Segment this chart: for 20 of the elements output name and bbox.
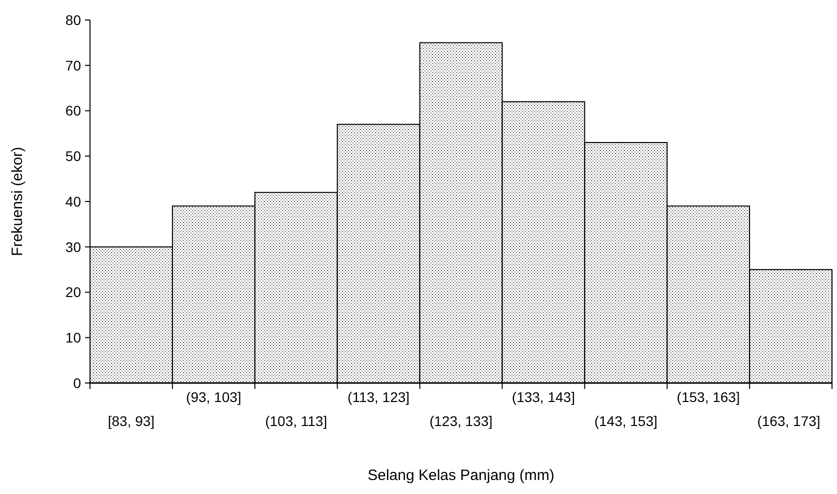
y-tick-label: 40: [65, 193, 82, 210]
y-tick-label: 20: [65, 284, 82, 300]
x-tick-label: (133, 143]: [512, 388, 575, 405]
x-tick-label: (163, 173]: [757, 412, 820, 429]
x-tick-label: (143, 153]: [594, 412, 658, 429]
x-axis-title: Selang Kelas Panjang (mm): [368, 467, 554, 484]
y-tick-label: 60: [65, 102, 82, 119]
y-tick-label: 30: [65, 238, 82, 255]
x-tick-label: (153, 163]: [676, 388, 740, 405]
y-axis-title: Frekuensi (ekor): [9, 146, 26, 256]
x-tick-label: (103, 113]: [265, 412, 328, 429]
y-tick-label: 10: [65, 330, 82, 346]
x-tick-label: (123, 133]: [429, 412, 493, 429]
x-tick-label: [83, 93]: [108, 412, 155, 429]
y-tick-label: 0: [73, 374, 82, 391]
y-tick-label: 50: [65, 148, 82, 164]
y-tick-label: 70: [65, 57, 82, 74]
x-tick-label: (113, 123]: [348, 388, 410, 405]
y-tick-label: 80: [65, 12, 82, 28]
x-tick-label: (93, 103]: [186, 388, 242, 405]
